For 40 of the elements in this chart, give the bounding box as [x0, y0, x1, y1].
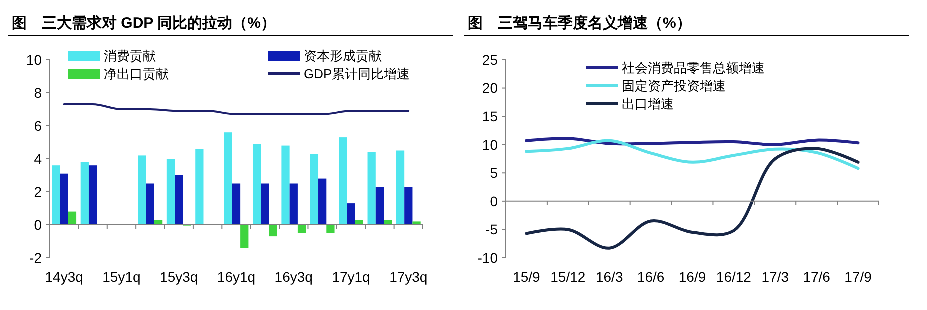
y-tick-label: 0 [34, 216, 42, 233]
y-tick-label: -5 [486, 222, 498, 238]
x-tick-label: 16/9 [678, 269, 706, 285]
legend-label: 净出口贡献 [104, 66, 169, 82]
legend-label: 出口增速 [622, 96, 674, 112]
x-tick-label: 17/3 [762, 269, 790, 285]
x-tick-label: 17/6 [803, 269, 831, 285]
y-tick-label: 25 [482, 52, 498, 68]
x-tick-label: 15/12 [550, 269, 586, 285]
y-tick-label: 10 [26, 52, 42, 68]
chart-title: 图 三驾马车季度名义增速（%） [468, 14, 692, 32]
legend-label: 资本形成贡献 [304, 48, 382, 64]
x-tick-label: 16/12 [716, 269, 752, 285]
legend-label: 固定资产投资增速 [622, 78, 726, 94]
x-tick-label: 16y1q [217, 269, 256, 285]
x-tick-label: 17/9 [844, 269, 872, 285]
x-tick-label: 17y3q [390, 269, 428, 285]
x-tick-label: 15/9 [513, 269, 541, 285]
x-tick-label: 16/6 [637, 269, 665, 285]
y-tick-label: 6 [34, 118, 42, 134]
y-tick-label: 15 [482, 108, 498, 124]
x-tick-label: 14y3q [45, 269, 84, 285]
y-tick-label: 5 [490, 165, 498, 182]
x-tick-label: 15y1q [102, 269, 141, 285]
x-tick-label: 15y3q [160, 269, 198, 285]
y-tick-label: 4 [34, 150, 42, 167]
y-tick-label: -10 [478, 250, 498, 266]
legend-label: 社会消费品零售总额增速 [622, 60, 765, 76]
x-tick-label: 16/3 [596, 269, 624, 285]
x-tick-label: 17y1q [332, 269, 370, 285]
chart-title: 图 三大需求对 GDP 同比的拉动（%） [12, 15, 276, 32]
y-tick-label: -2 [30, 250, 42, 266]
y-tick-label: 8 [34, 84, 42, 101]
y-tick-label: 10 [482, 136, 498, 153]
legend-label: GDP累计同比增速 [304, 66, 410, 82]
x-tick-label: 16y3q [274, 269, 313, 285]
y-tick-label: 20 [482, 80, 498, 96]
y-tick-label: 2 [34, 184, 42, 200]
y-tick-label: 0 [490, 193, 498, 210]
legend-label: 消费贡献 [104, 48, 156, 64]
